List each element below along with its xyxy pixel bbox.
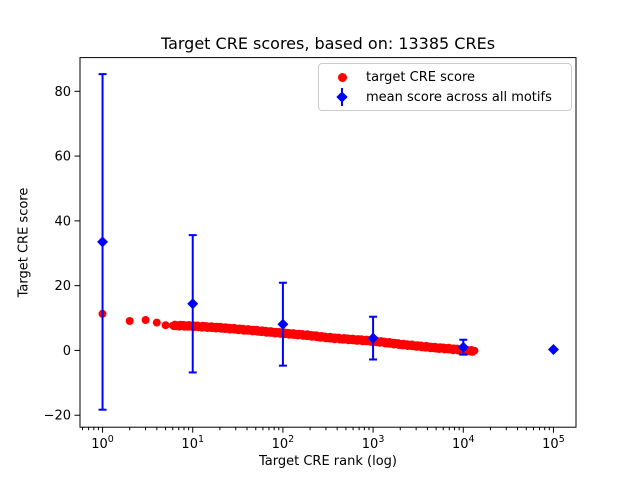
scatter-point	[161, 321, 170, 330]
legend-entry-mean-score: mean score across all motifs	[327, 87, 563, 107]
y-tick-label: 40	[54, 214, 71, 229]
y-tick-label: 60	[54, 150, 71, 165]
y-axis-ticks	[74, 90, 80, 416]
x-tick-label: 103	[362, 434, 385, 452]
y-tick-label: −20	[44, 409, 71, 424]
x-tick-label: 101	[181, 434, 204, 452]
scatter-point	[141, 316, 150, 324]
x-tick-label: 105	[542, 434, 565, 452]
diamond-marker	[187, 298, 199, 310]
target-cre-score-series	[98, 309, 479, 356]
x-tick-label: 100	[91, 434, 114, 452]
y-tick-label: 20	[54, 279, 71, 294]
y-tick-label: 80	[54, 85, 71, 100]
blue-diamond-errorbar-marker-icon	[336, 88, 348, 106]
axes-spines	[79, 57, 577, 428]
y-tick-labels: −20 0 20 40 60 80	[44, 85, 71, 424]
scatter-point	[125, 317, 134, 325]
legend-marker-area	[327, 67, 357, 87]
x-tick-labels: 100 101 102 103 104 105	[91, 434, 565, 452]
diamond-marker	[367, 332, 379, 344]
legend-box: target CRE score mean score across all m…	[318, 63, 572, 111]
x-axis-label: Target CRE rank (log)	[259, 454, 397, 469]
diamond-marker	[97, 236, 109, 248]
diamond-marker	[547, 343, 559, 355]
diamond-marker	[457, 341, 469, 353]
chart-title: Target CRE scores, based on: 13385 CREs	[160, 34, 496, 53]
y-tick-label: 0	[63, 344, 71, 359]
x-tick-label: 104	[452, 434, 475, 452]
legend-entry-target-score: target CRE score	[327, 67, 563, 87]
legend-label: mean score across all motifs	[366, 89, 552, 105]
mean-score-errorbar-series	[97, 73, 559, 411]
red-circle-marker-icon	[337, 72, 347, 82]
x-tick-label: 102	[272, 434, 295, 452]
legend-marker-area	[327, 87, 357, 107]
legend-label: target CRE score	[366, 69, 476, 85]
diamond-marker	[277, 318, 289, 330]
scatter-point	[470, 346, 479, 355]
scatter-point	[152, 318, 161, 327]
x-axis-ticks	[82, 427, 554, 433]
